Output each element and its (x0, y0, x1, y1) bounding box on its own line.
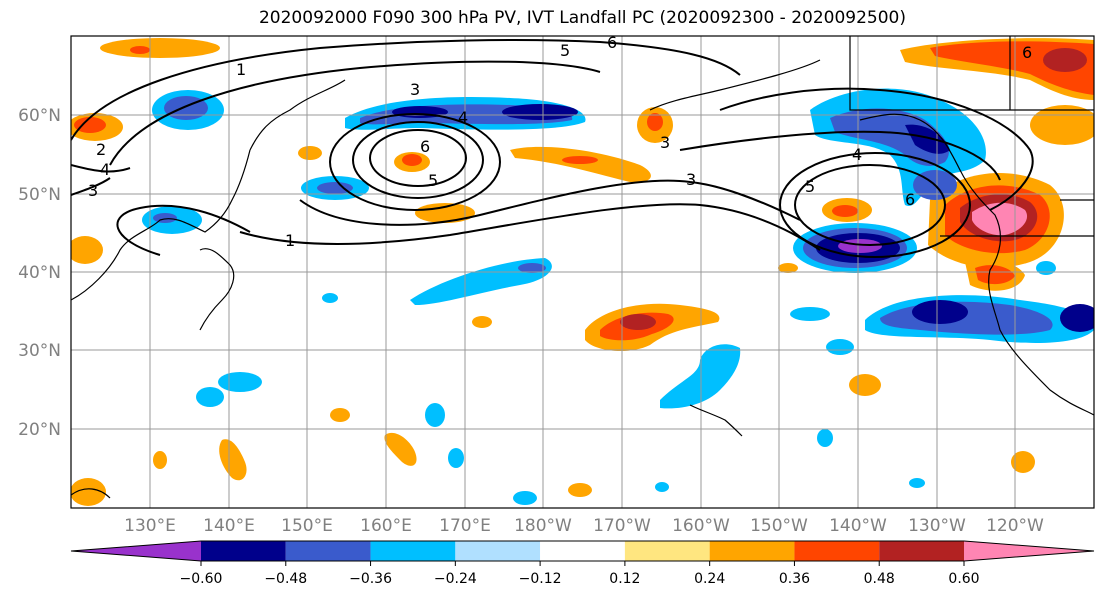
contour-label: 3 (410, 80, 420, 99)
lon-label: 160°W (672, 516, 730, 536)
colorbar-tick-label: 0.60 (948, 571, 979, 587)
colorbar-segment (879, 541, 964, 561)
contour-label: 6 (905, 190, 915, 209)
colorbar-tick-label: 0.48 (864, 571, 895, 587)
shaded-anomalies (71, 38, 1094, 506)
lon-label: 130°W (908, 516, 966, 536)
coastlines (71, 36, 1094, 499)
colorbar-tick-label: 0.12 (609, 571, 640, 587)
colorbar-tick-label: −0.60 (180, 571, 223, 587)
lon-label: 140°W (829, 516, 887, 536)
contour-label: 1 (285, 231, 295, 250)
colorbar: −0.60 −0.48 −0.36 −0.24 −0.12 0.12 0.24 0.36 0.4… (70, 540, 1095, 587)
contour-label: 4 (852, 145, 862, 164)
map-title: 2020092000 F090 300 hPa PV, IVT Landfall… (258, 8, 906, 28)
map-frame (70, 35, 1095, 509)
contour-labels: 1 1 2 3 3 3 3 4 4 4 5 5 5 6 6 6 6 (88, 33, 1032, 250)
lon-label: 160°E (360, 516, 412, 536)
colorbar-segment (624, 541, 710, 561)
contour-label: 1 (236, 60, 246, 79)
lat-label: 40°N (18, 263, 61, 283)
colorbar-tick-label: −0.36 (349, 571, 392, 587)
colorbar-segment (370, 541, 456, 561)
lat-label: 30°N (18, 341, 61, 361)
contour-label: 4 (100, 160, 110, 179)
contour-label: 3 (660, 133, 670, 152)
colorbar-segment (794, 541, 880, 561)
lat-label: 20°N (18, 420, 61, 440)
lon-label: 170°W (593, 516, 651, 536)
colorbar-segment (709, 541, 795, 561)
graticule (71, 36, 1094, 508)
colorbar-tick-label: −0.48 (264, 571, 307, 587)
lat-label: 60°N (18, 106, 61, 126)
colorbar-segment (455, 541, 541, 561)
contour-label: 6 (1022, 43, 1032, 62)
colorbar-tick-label: 0.36 (779, 571, 810, 587)
lat-label: 50°N (18, 185, 61, 205)
contour-label: 3 (88, 181, 98, 200)
lon-label: 120°W (986, 516, 1044, 536)
contour-label: 5 (428, 171, 438, 190)
latitude-labels: 60°N 50°N 40°N 30°N 20°N (18, 106, 61, 440)
contour-label: 5 (560, 41, 570, 60)
colorbar-segment (540, 541, 625, 561)
contour-label: 3 (686, 170, 696, 189)
colorbar-segment (285, 541, 371, 561)
contour-label: 4 (458, 108, 468, 127)
lon-label: 170°E (439, 516, 491, 536)
contour-label: 2 (96, 140, 106, 159)
lon-label: 130°E (124, 516, 176, 536)
lon-label: 140°E (203, 516, 255, 536)
colorbar-tick-label: 0.24 (694, 571, 725, 587)
contour-label: 6 (420, 137, 430, 156)
contour-label: 5 (805, 177, 815, 196)
pv-contours (71, 39, 1034, 258)
contour-label: 6 (607, 33, 617, 52)
colorbar-tick-label: −0.24 (434, 571, 477, 587)
colorbar-tick-label: −0.12 (519, 571, 562, 587)
colorbar-extend-min (71, 541, 201, 561)
colorbar-extend-max (964, 541, 1094, 561)
lon-label: 180°W (514, 516, 572, 536)
lon-label: 150°E (281, 516, 333, 536)
lon-label: 150°W (750, 516, 808, 536)
colorbar-segment (201, 541, 286, 561)
longitude-labels: 130°E 140°E 150°E 160°E 170°E 180°W 170°… (124, 516, 1044, 536)
